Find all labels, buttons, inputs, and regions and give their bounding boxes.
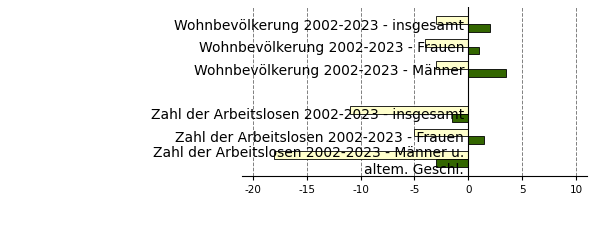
Bar <box>436 61 468 69</box>
Bar <box>452 114 468 122</box>
Bar <box>468 69 506 77</box>
Bar <box>274 151 468 159</box>
Bar <box>468 136 485 144</box>
Bar <box>414 129 468 136</box>
Bar <box>425 39 468 47</box>
Bar <box>350 106 468 114</box>
Bar <box>468 24 490 32</box>
Bar <box>436 159 468 167</box>
Bar <box>436 16 468 24</box>
Bar <box>468 47 479 54</box>
